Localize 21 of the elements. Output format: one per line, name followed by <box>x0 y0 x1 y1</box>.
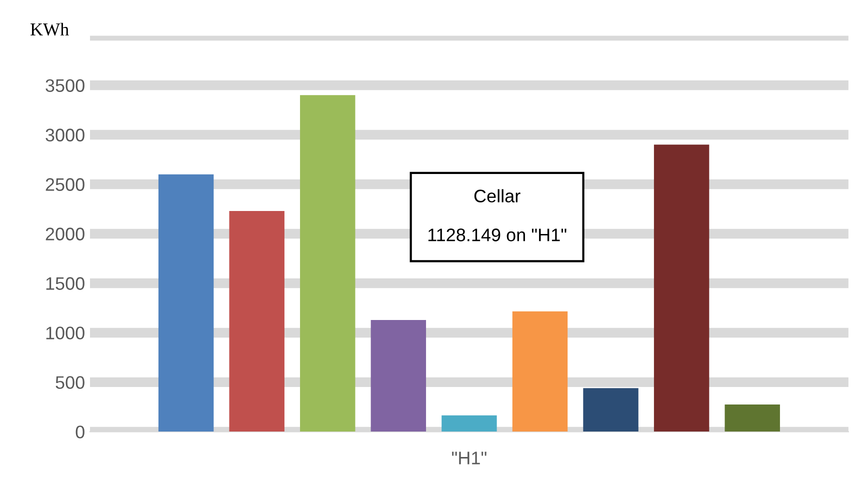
bar <box>512 311 568 432</box>
y-tick-label: 3000 <box>46 128 84 142</box>
bar <box>300 95 356 432</box>
annotation: 1128.149 on "H1" <box>428 228 566 242</box>
bar <box>229 210 284 432</box>
y-tick-label: 3500 <box>46 79 84 92</box>
annotation: Cellar <box>474 189 520 202</box>
y-tick-label: 1000 <box>46 326 84 340</box>
y-axis-title: KWh <box>30 22 69 36</box>
x-tick-label: "H1" <box>452 452 486 464</box>
bar <box>158 174 214 432</box>
y-tick-label: 1500 <box>46 277 84 290</box>
y-tick-label: 0 <box>76 426 84 438</box>
y-tick-label: 2000 <box>46 228 84 240</box>
y-tick-label: 2500 <box>46 178 84 191</box>
y-tick-label: 500 <box>56 376 84 389</box>
bar <box>583 388 638 432</box>
bar <box>442 415 497 432</box>
bar <box>724 404 780 432</box>
bar <box>654 144 710 432</box>
bar <box>370 320 426 432</box>
